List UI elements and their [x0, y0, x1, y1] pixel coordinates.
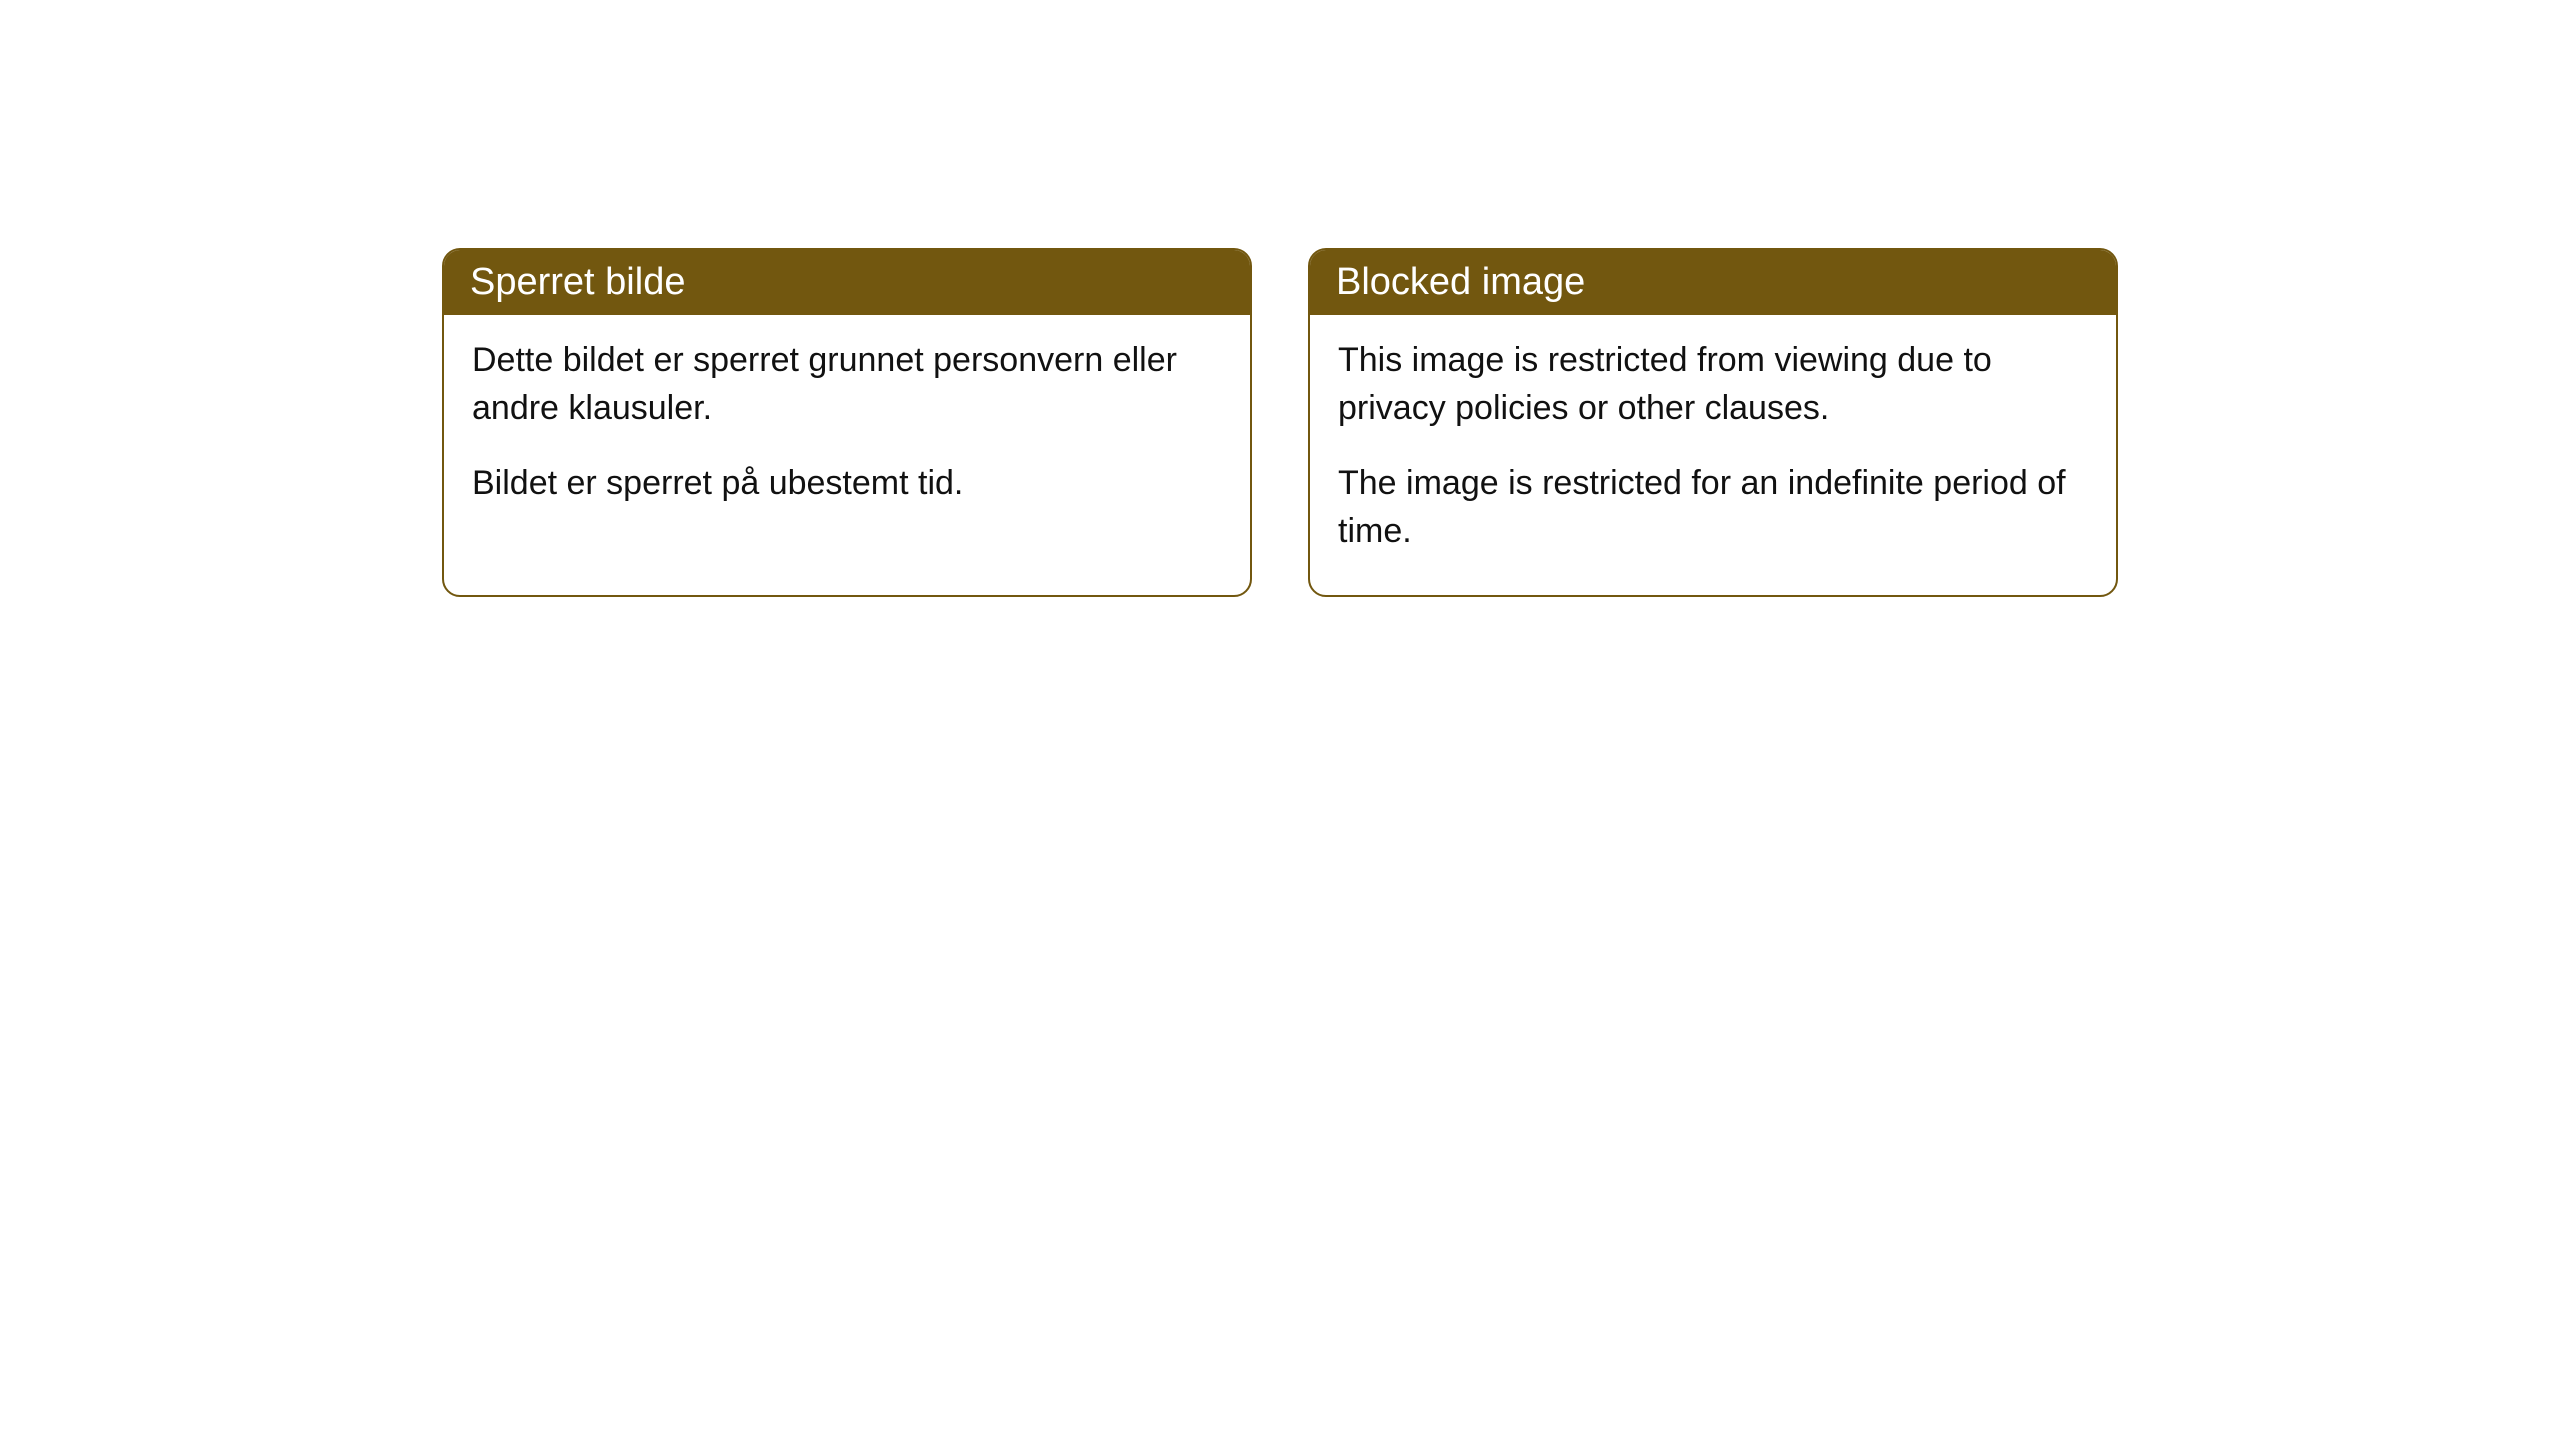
card-header-english: Blocked image: [1310, 250, 2116, 315]
card-paragraph: This image is restricted from viewing du…: [1338, 337, 2088, 432]
card-paragraph: The image is restricted for an indefinit…: [1338, 460, 2088, 555]
card-header-norwegian: Sperret bilde: [444, 250, 1250, 315]
card-title: Sperret bilde: [470, 261, 685, 303]
card-norwegian: Sperret bilde Dette bildet er sperret gr…: [442, 248, 1252, 597]
card-english: Blocked image This image is restricted f…: [1308, 248, 2118, 597]
card-paragraph: Bildet er sperret på ubestemt tid.: [472, 460, 1222, 508]
cards-container: Sperret bilde Dette bildet er sperret gr…: [0, 248, 2560, 597]
card-body-norwegian: Dette bildet er sperret grunnet personve…: [444, 315, 1250, 548]
card-paragraph: Dette bildet er sperret grunnet personve…: [472, 337, 1222, 432]
card-body-english: This image is restricted from viewing du…: [1310, 315, 2116, 595]
card-title: Blocked image: [1336, 261, 1585, 303]
